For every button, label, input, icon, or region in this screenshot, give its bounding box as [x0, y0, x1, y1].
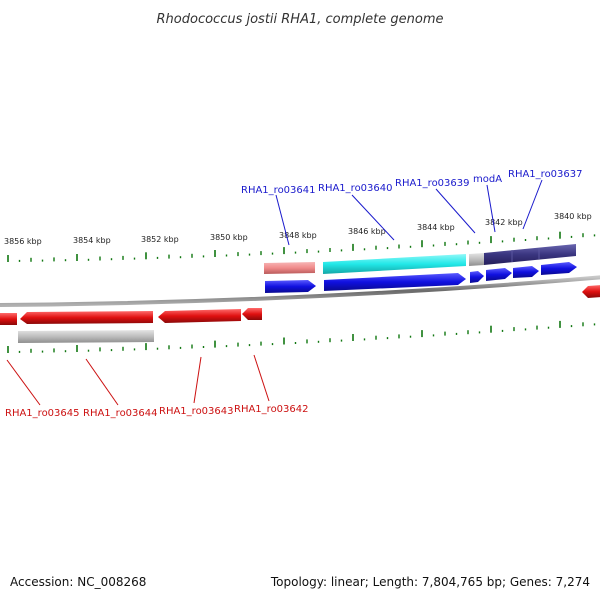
feature-block-pink — [264, 262, 315, 274]
forward-cds-arrow — [324, 273, 466, 291]
forward-cds-track — [265, 262, 577, 293]
accession-text: Accession: NC_008268 — [10, 575, 146, 589]
forward-cds-arrow — [486, 268, 512, 281]
leader-line — [6, 359, 41, 406]
gene-label: RHA1_ro03642 — [234, 404, 309, 415]
kbp-label: 3842 kbp — [485, 218, 523, 227]
leader-line — [351, 194, 395, 241]
feature-block-gray — [469, 253, 484, 266]
gene-label: RHA1_ro03637 — [508, 169, 583, 180]
forward-cds-arrow — [541, 262, 577, 275]
leader-line — [275, 194, 290, 246]
genome-backbone — [0, 275, 600, 307]
reverse-label-leaders — [6, 354, 270, 406]
upper-tick-track — [7, 231, 596, 262]
gene-label: RHA1_ro03645 — [5, 408, 80, 419]
summary-text: Topology: linear; Length: 7,804,765 bp; … — [270, 575, 590, 589]
reverse-cds-arrow — [0, 313, 17, 325]
feature-block-cyan — [323, 254, 466, 274]
map-title: Rhodococcus jostii RHA1, complete genome — [157, 12, 444, 27]
gene-label: modA — [473, 174, 502, 185]
gene-label: RHA1_ro03640 — [318, 183, 393, 194]
kbp-label: 3856 kbp — [4, 237, 42, 246]
gene-label: RHA1_ro03643 — [159, 406, 234, 417]
kbp-scale: 3856 kbp 3854 kbp 3852 kbp 3850 kbp 3848… — [4, 212, 592, 246]
forward-cds-arrow — [470, 271, 484, 283]
leader-line — [85, 358, 119, 406]
kbp-label: 3854 kbp — [73, 236, 111, 245]
forward-cds-arrow — [513, 266, 539, 278]
kbp-label: 3844 kbp — [417, 223, 455, 232]
feature-block-navy — [484, 244, 576, 265]
kbp-label: 3852 kbp — [141, 235, 179, 244]
forward-cds-arrow — [265, 280, 316, 293]
leader-line — [486, 184, 496, 233]
feature-bar-bottom — [18, 330, 154, 343]
kbp-label: 3846 kbp — [348, 227, 386, 236]
forward-label-leaders — [275, 179, 543, 246]
reverse-cds-arrow — [158, 309, 241, 323]
reverse-cds-arrow — [242, 308, 262, 320]
reverse-cds-track — [0, 285, 600, 325]
leader-line — [253, 354, 270, 402]
lower-tick-track — [7, 320, 596, 353]
leader-line — [193, 356, 202, 404]
forward-gene-labels: RHA1_ro03641 RHA1_ro03640 RHA1_ro03639 m… — [241, 169, 583, 196]
reverse-cds-arrow — [20, 311, 153, 324]
gene-label: RHA1_ro03639 — [395, 178, 470, 189]
gene-label: RHA1_ro03641 — [241, 185, 316, 196]
kbp-label: 3840 kbp — [554, 212, 592, 221]
kbp-label: 3848 kbp — [279, 231, 317, 240]
reverse-gene-labels: RHA1_ro03645 RHA1_ro03644 RHA1_ro03643 R… — [5, 404, 309, 419]
leader-line — [522, 179, 543, 230]
feature-bar-top — [264, 244, 576, 274]
kbp-label: 3850 kbp — [210, 233, 248, 242]
leader-line — [435, 188, 476, 234]
reverse-cds-arrow — [582, 285, 600, 298]
gene-label: RHA1_ro03644 — [83, 408, 158, 419]
